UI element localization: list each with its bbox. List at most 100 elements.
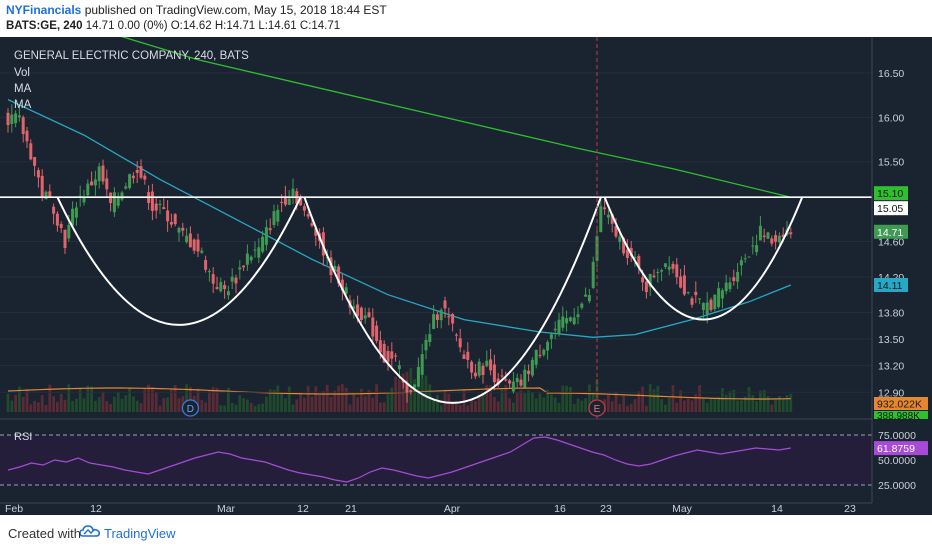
volume-bar — [420, 378, 424, 412]
volume-bar — [477, 395, 481, 412]
price-tick-label: 13.50 — [878, 334, 904, 346]
volume-bar — [641, 386, 644, 412]
candle-body — [321, 232, 325, 256]
candle-body — [169, 221, 173, 225]
candle-body — [694, 291, 698, 296]
created-with-text: Created with — [8, 526, 81, 541]
candle-body — [63, 229, 67, 249]
volume-bar — [740, 400, 743, 412]
candle-body — [652, 275, 656, 278]
time-tick-label: 23 — [600, 503, 612, 515]
chart-svg[interactable]: DE 16.5016.0015.5014.6014.2013.8013.5013… — [0, 37, 932, 515]
candle-body — [352, 306, 356, 309]
candle-body — [397, 365, 401, 369]
volume-bar — [690, 400, 694, 412]
volume-bar — [37, 402, 40, 412]
volume-bar — [778, 396, 781, 412]
volume-bar — [432, 400, 435, 412]
candle-body — [728, 282, 732, 290]
volume-bar — [736, 400, 739, 412]
volume-bar — [633, 399, 637, 412]
candle-body — [591, 261, 595, 288]
candle-body — [283, 196, 287, 205]
candle-body — [584, 294, 588, 297]
volume-bar — [614, 391, 618, 412]
candle-body — [371, 317, 375, 337]
candle-body — [386, 350, 390, 363]
volume-bar — [607, 394, 610, 412]
volume-bar — [648, 384, 652, 412]
grid-lines — [0, 72, 872, 393]
rsi-label[interactable]: RSI — [14, 431, 32, 443]
volume-bar — [439, 405, 443, 412]
candle-body — [74, 207, 78, 218]
volume-bar — [762, 389, 766, 412]
volume-bar — [652, 389, 656, 412]
candle-body — [93, 179, 97, 186]
candle-body — [766, 232, 770, 239]
candle-body — [724, 282, 728, 292]
price-axis-bg — [872, 37, 932, 515]
ma-long-price-tag: 15.10 — [877, 188, 903, 200]
candle-body — [280, 201, 284, 203]
candle-body — [105, 178, 109, 190]
candle-body — [690, 298, 694, 305]
volume-bar — [656, 385, 660, 412]
volume-bar — [675, 402, 679, 412]
volume-bar — [223, 405, 226, 412]
price-tick-label: 12.90 — [878, 387, 904, 399]
time-tick-label: 21 — [345, 503, 357, 515]
panel-labels: GENERAL ELECTRIC COMPANY, 240, BATS Vol … — [14, 50, 249, 443]
candle-body — [732, 277, 736, 281]
volume-bar — [413, 379, 416, 412]
candle-body — [618, 236, 622, 242]
volume-bar — [394, 376, 397, 412]
candle-body — [390, 351, 394, 359]
volume-bar — [789, 393, 793, 412]
candle-body — [489, 359, 493, 371]
candle-body — [124, 186, 128, 189]
indicator-vol-label[interactable]: Vol — [14, 67, 30, 79]
volume-bar — [90, 386, 93, 412]
time-tick-label: Feb — [5, 503, 23, 515]
candle-body — [523, 369, 527, 388]
indicator-ma-label[interactable]: MA — [14, 99, 32, 111]
last-price: 14.71 — [85, 20, 115, 32]
candle-body — [166, 210, 170, 222]
candle-body — [747, 256, 751, 258]
volume-bar — [78, 388, 82, 412]
volume-bar — [341, 384, 344, 412]
price-tick-label: 13.20 — [878, 361, 904, 373]
indicator-ma-label[interactable]: MA — [14, 83, 32, 95]
volume-bar — [303, 397, 306, 412]
candle-body — [481, 365, 485, 376]
volume-bar — [542, 397, 546, 412]
candle-body — [188, 233, 192, 248]
candle-body — [82, 197, 86, 203]
volume-bar — [318, 395, 321, 412]
candle-body — [71, 208, 75, 226]
chart-canvas[interactable]: DE 16.5016.0015.5014.6014.2013.8013.5013… — [0, 37, 932, 515]
candle-body — [477, 361, 481, 376]
ohlc-values: O:14.62 H:14.71 L:14.61 C:14.71 — [170, 20, 341, 32]
volume-bar — [246, 399, 249, 412]
chart-header: NYFinancials published on TradingView.co… — [0, 0, 932, 36]
volume-bar — [219, 405, 223, 412]
author-link[interactable]: NYFinancials — [6, 3, 82, 17]
volume-bar — [44, 404, 48, 412]
candle-body — [185, 235, 189, 243]
candle-body — [154, 203, 158, 211]
candlesticks — [6, 104, 793, 403]
volume-bar — [158, 405, 162, 412]
candle-body — [629, 247, 633, 256]
candle-body — [36, 170, 40, 178]
volume-bar — [56, 401, 59, 412]
volume-bar — [71, 400, 74, 412]
volume-bar — [21, 396, 25, 412]
candle-body — [356, 304, 360, 317]
candle-body — [200, 250, 204, 253]
candle-body — [561, 316, 565, 328]
tradingview-brand-link[interactable]: TradingView — [104, 526, 176, 541]
volume-bar — [257, 404, 261, 412]
candle-body — [234, 277, 238, 284]
